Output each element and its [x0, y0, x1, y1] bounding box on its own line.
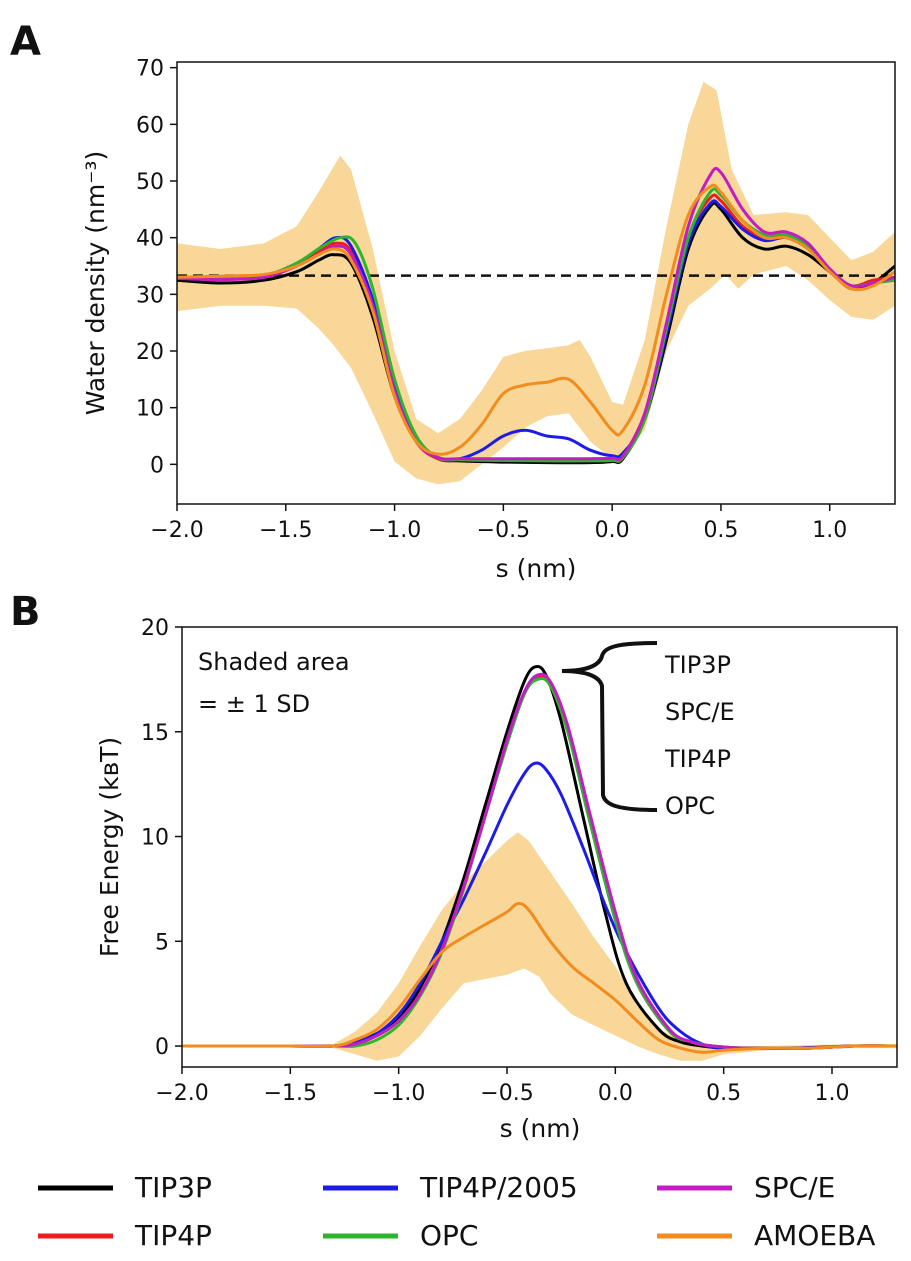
y-tick-label: 20	[136, 340, 164, 365]
series-line-amoeba	[182, 901, 897, 1054]
x-tick-label: 0.5	[703, 518, 738, 543]
y-tick-label: 30	[136, 283, 164, 308]
panel-a: A −2.0 −1.5 −1.0 −0.5 0.0 0.5 1.0 0 10 20 30 40 50 6…	[10, 19, 896, 583]
series-line-amoeba	[177, 183, 895, 456]
legend-item-tip4p-2005: TIP4P/2005	[323, 1171, 578, 1204]
bracket-label-tip3p: TIP3P	[664, 651, 731, 679]
y-tick-label: 10	[141, 826, 169, 851]
panel-a-xlabel: s (nm)	[496, 554, 577, 583]
y-tick-label: 5	[155, 930, 169, 955]
legend-label: TIP4P	[134, 1219, 212, 1252]
x-tick-label: 1.0	[815, 1081, 850, 1106]
x-tick-label: −2.0	[155, 1081, 208, 1106]
panel-b-x-ticks: −2.0 −1.5 −1.0 −0.5 0.0 0.5 1.0	[155, 1067, 850, 1106]
series-line-spc-e	[177, 166, 895, 462]
x-tick-label: −0.5	[480, 1081, 533, 1106]
legend-label: SPC/E	[754, 1171, 835, 1204]
panel-a-sd-band	[177, 81, 895, 485]
panel-b-axes-frame	[181, 626, 898, 1068]
series-line-opc	[177, 187, 895, 463]
panel-a-ylabel: Water density (nm⁻³)	[81, 151, 110, 415]
bracket-icon	[561, 641, 658, 812]
y-tick-label: 0	[150, 453, 164, 478]
panel-a-x-ticks: −2.0 −1.5 −1.0 −0.5 0.0 0.5 1.0	[150, 504, 847, 543]
shaded-area-note-line2: = ± 1 SD	[198, 690, 310, 718]
legend: TIP3P TIP4P TIP4P/2005 OPC SPC/E AMOEBA	[38, 1171, 875, 1252]
legend-label: TIP4P/2005	[419, 1171, 578, 1204]
y-tick-label: 50	[136, 170, 164, 195]
panel-b-xlabel: s (nm)	[500, 1114, 581, 1143]
y-tick-label: 20	[141, 616, 169, 641]
panel-a-series-lines	[177, 166, 895, 465]
bracket-label-opc: OPC	[665, 792, 715, 820]
series-line-spc-e	[182, 672, 897, 1050]
panel-a-axes-frame	[176, 61, 896, 505]
shaded-area-note-line1: Shaded area	[198, 648, 350, 676]
y-tick-label: 60	[136, 113, 164, 138]
panel-b-letter: B	[10, 589, 41, 635]
legend-item-spc-e: SPC/E	[657, 1171, 835, 1204]
x-tick-label: −1.5	[264, 1081, 317, 1106]
panel-b-y-ticks: 0 5 10 15 20	[141, 616, 182, 1060]
legend-item-amoeba: AMOEBA	[657, 1219, 875, 1252]
panel-b-sd-band	[182, 832, 897, 1061]
legend-item-opc: OPC	[323, 1219, 478, 1252]
bracket-label-spce: SPC/E	[665, 698, 735, 726]
x-tick-label: −1.0	[368, 518, 421, 543]
panel-a-letter: A	[10, 19, 41, 65]
sd-band-amoeba	[182, 832, 897, 1061]
y-tick-label: 70	[136, 57, 164, 82]
legend-label: OPC	[420, 1219, 478, 1252]
sd-band-amoeba	[177, 81, 895, 485]
panel-a-y-ticks: 0 10 20 30 40 50 60 70	[136, 57, 177, 478]
legend-item-tip3p: TIP3P	[38, 1171, 212, 1204]
x-tick-label: 0.5	[706, 1081, 741, 1106]
panel-b: B −2.0 −1.5 −1.0 −0.5 0.0 0.5 1.0 0 5 10 15 20 s (…	[10, 589, 898, 1143]
x-tick-label: 0.0	[598, 1081, 633, 1106]
y-tick-label: 15	[141, 721, 169, 746]
legend-label: AMOEBA	[754, 1219, 875, 1252]
bracket-label-tip4p: TIP4P	[664, 745, 731, 773]
x-tick-label: −1.5	[259, 518, 312, 543]
y-tick-label: 40	[136, 227, 164, 252]
x-tick-label: −1.0	[372, 1081, 425, 1106]
y-tick-label: 10	[136, 397, 164, 422]
legend-label: TIP3P	[134, 1171, 212, 1204]
panel-b-ylabel: Free Energy (kʙT)	[95, 737, 124, 957]
x-tick-label: −0.5	[477, 518, 530, 543]
y-tick-label: 0	[155, 1035, 169, 1060]
x-tick-label: 1.0	[812, 518, 847, 543]
legend-item-tip4p: TIP4P	[38, 1219, 212, 1252]
x-tick-label: −2.0	[150, 518, 203, 543]
panel-b-series-lines	[182, 664, 897, 1054]
x-tick-label: 0.0	[595, 518, 630, 543]
